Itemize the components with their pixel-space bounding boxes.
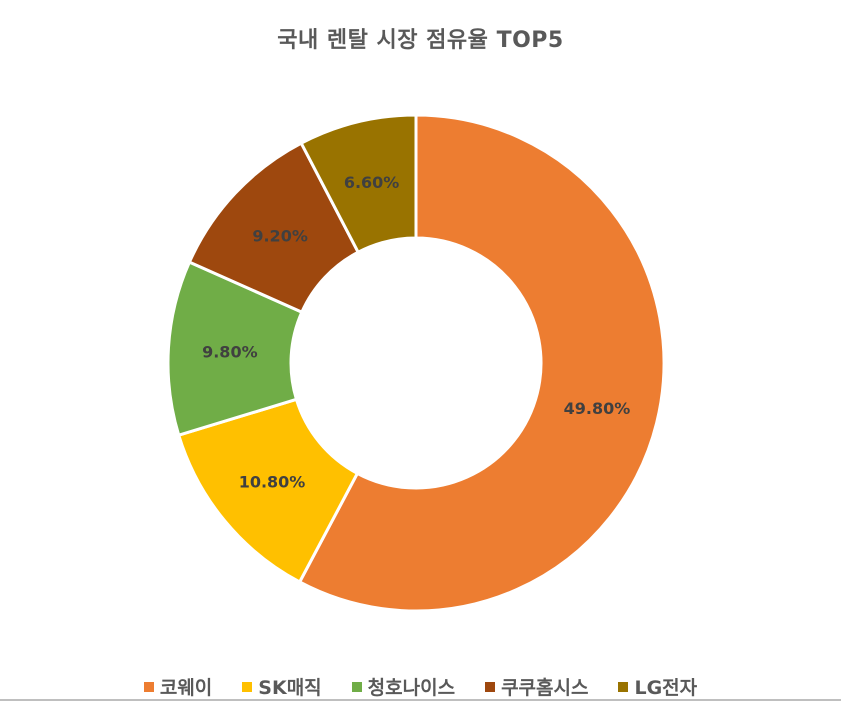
bottom-divider xyxy=(0,699,841,701)
legend-label: 코웨이 xyxy=(159,677,213,699)
legend-item-skmagic: SK매직 xyxy=(242,673,322,700)
legend-label: SK매직 xyxy=(258,677,322,699)
legend-item-coway: 코웨이 xyxy=(143,673,213,700)
legend-swatch-icon xyxy=(242,681,253,692)
slice-0 xyxy=(297,113,666,613)
legend-item-lg: LG전자 xyxy=(618,673,697,700)
data-label: 6.60% xyxy=(344,173,400,192)
legend-item-chungho: 청호나이스 xyxy=(351,673,456,700)
slice-4 xyxy=(299,113,418,255)
legend-item-cuckoo: 쿠쿠홈시스 xyxy=(485,673,588,700)
data-label: 9.80% xyxy=(202,342,258,361)
data-label: 9.20% xyxy=(252,226,308,245)
legend-label: LG전자 xyxy=(634,677,698,699)
legend-swatch-icon xyxy=(618,681,629,692)
data-labels: 49.80% 10.80% 9.80% 9.20% 6.60% xyxy=(202,173,630,492)
legend-label: 청호나이스 xyxy=(367,677,456,699)
legend-swatch-icon xyxy=(143,681,154,692)
doughnut-slices xyxy=(166,113,666,613)
data-label: 10.80% xyxy=(239,473,306,492)
legend-swatch-icon xyxy=(351,681,362,692)
legend-label: 쿠쿠홈시스 xyxy=(501,677,589,699)
chart-title: 국내 렌탈 시장 점유율 TOP5 xyxy=(277,28,564,53)
legend-swatch-icon xyxy=(485,681,496,692)
data-label: 49.80% xyxy=(564,399,631,418)
legend: 코웨이 SK매직 청호나이스 쿠쿠홈시스 LG전자 xyxy=(0,673,841,700)
